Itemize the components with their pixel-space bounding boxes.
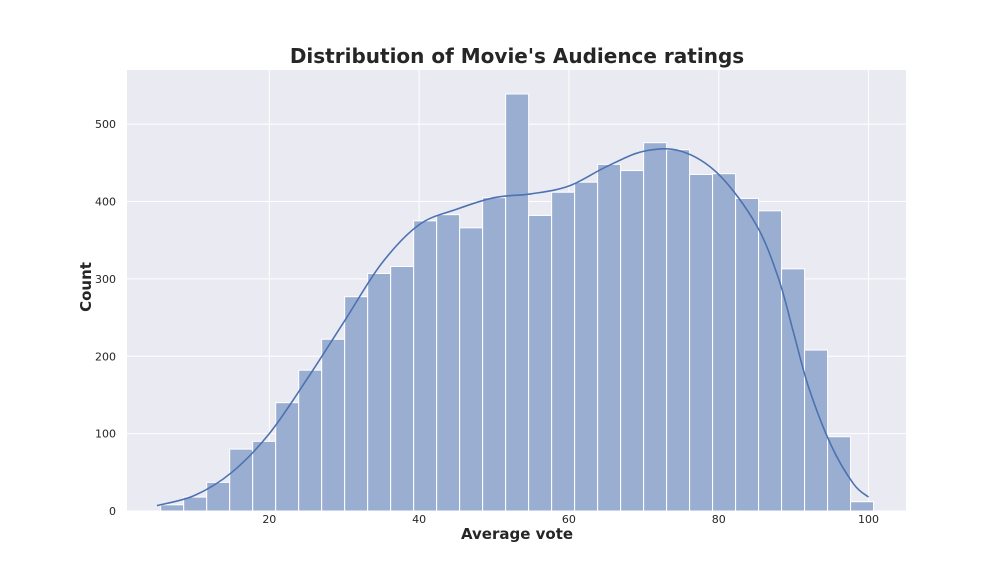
y-tick-label: 500 xyxy=(95,118,116,131)
histogram-bar xyxy=(482,197,507,512)
y-tick-label: 100 xyxy=(95,428,116,441)
histogram-bar xyxy=(252,440,277,512)
histogram-bar xyxy=(781,268,806,512)
histogram-bar xyxy=(298,369,323,512)
x-tick-labels: 20 40 60 80 100 xyxy=(262,513,879,526)
histogram-bar xyxy=(183,496,208,512)
histogram-bar xyxy=(229,448,254,512)
y-tick-label: 200 xyxy=(95,350,116,363)
histogram-bar xyxy=(574,181,599,512)
histogram-bar xyxy=(666,149,691,512)
y-axis-label: Count xyxy=(77,262,95,312)
histogram-bar xyxy=(275,402,300,512)
y-tick-label: 0 xyxy=(109,505,116,518)
histogram-bar xyxy=(344,296,369,512)
histogram-bar xyxy=(712,173,737,512)
histogram-bar xyxy=(505,93,530,512)
x-tick-label: 60 xyxy=(562,513,576,526)
histogram-bar xyxy=(689,173,714,512)
y-tick-label: 300 xyxy=(95,273,116,286)
y-tick-labels: 0 100 200 300 400 500 xyxy=(95,118,116,518)
x-tick-label: 40 xyxy=(412,513,426,526)
histogram-bar xyxy=(390,266,415,512)
y-tick-label: 400 xyxy=(95,196,116,209)
histogram-bar xyxy=(459,227,484,512)
x-axis-label: Average vote xyxy=(461,525,573,543)
histogram-bar xyxy=(321,338,346,512)
histogram-bar xyxy=(551,191,576,512)
histogram-bar xyxy=(620,170,645,512)
histogram-bar xyxy=(597,163,622,512)
histogram-bar xyxy=(436,214,461,512)
x-tick-label: 100 xyxy=(858,513,879,526)
histogram-bar xyxy=(735,197,760,512)
histogram-bar xyxy=(160,504,185,512)
histogram-bar xyxy=(528,214,553,512)
kde-curve xyxy=(156,148,870,507)
x-tick-label: 20 xyxy=(262,513,276,526)
histogram-bar xyxy=(367,272,392,512)
histogram-bar xyxy=(643,142,668,512)
x-tick-label: 80 xyxy=(712,513,726,526)
histogram-bar xyxy=(850,501,875,512)
histogram-bar xyxy=(413,220,438,512)
histogram-bars xyxy=(160,93,875,512)
histogram-bar xyxy=(827,436,852,512)
chart-title: Distribution of Movie's Audience ratings xyxy=(290,44,744,68)
